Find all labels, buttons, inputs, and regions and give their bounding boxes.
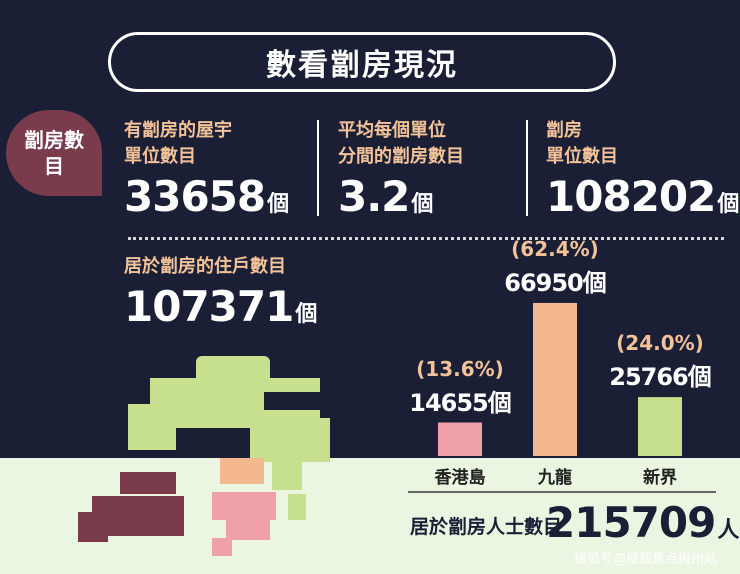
- stat-2-label: 平均每個單位 分間的劏房數目: [338, 118, 464, 170]
- stat-2-label-line1: 平均每個單位: [338, 120, 446, 141]
- stat-1-value: 33658: [124, 172, 266, 221]
- stat-3-label: 劏房 單位數目: [546, 118, 618, 170]
- households-value: 107371: [124, 282, 294, 331]
- bar-percent-label-2: (24.0%): [616, 331, 704, 356]
- map-tseung-kwan-o: [272, 460, 302, 490]
- section-divider: [128, 237, 724, 240]
- stat-3-value: 108202: [546, 172, 716, 221]
- bar-1: [533, 302, 577, 456]
- bar-value-label-1: 66950個: [504, 268, 607, 297]
- stat-1-value-row: 33658個: [124, 174, 289, 228]
- map-chek-lap-kok: [120, 472, 176, 494]
- category-label-1: 九龍: [538, 468, 572, 488]
- stat-1-label-line2: 單位數目: [124, 146, 196, 167]
- bar-2: [638, 397, 682, 456]
- map-nt-east: [264, 392, 324, 410]
- population-value: 215709: [546, 498, 716, 547]
- bar-value-label-0: 14655個: [409, 388, 512, 417]
- map-clear-water-bay: [288, 494, 306, 520]
- stat-2-label-line2: 分間的劏房數目: [338, 146, 464, 167]
- watermark: 搜狐号@搜狐焦点梅州站: [574, 552, 718, 567]
- stat-2-value: 3.2: [338, 172, 410, 221]
- map-lamma: [212, 538, 232, 556]
- bar-value-label-2: 25766個: [609, 363, 712, 392]
- stat-3-label-line2: 單位數目: [546, 146, 618, 167]
- subdivided-units-badge: 劏房數目: [6, 110, 102, 196]
- stat-3-label-line1: 劏房: [546, 120, 582, 141]
- bar-0: [438, 422, 482, 456]
- map-nt-west: [128, 404, 176, 450]
- page-title: 數看劏房現況: [108, 32, 616, 92]
- stat-divider-1: [317, 120, 319, 216]
- households-value-row: 107371個: [124, 284, 317, 338]
- stat-1-unit: 個: [267, 192, 290, 217]
- stat-divider-2: [526, 120, 528, 216]
- stat-2-value-row: 3.2個: [338, 174, 433, 228]
- households-label: 居於劏房的住戶數目: [124, 256, 286, 277]
- population-value-row: 215709人: [546, 498, 739, 547]
- bar-percent-label-0: (13.6%): [416, 356, 504, 381]
- population-label: 居於劏房人士數目: [410, 516, 563, 538]
- chart-baseline: [408, 491, 716, 493]
- map-hk-island: [212, 492, 276, 520]
- map-lantau-west: [78, 512, 108, 542]
- population-unit: 人: [717, 518, 740, 543]
- badge-label: 劏房數目: [24, 128, 84, 178]
- stat-2-unit: 個: [411, 192, 434, 217]
- stat-1-label-line1: 有劏房的屋宇: [124, 120, 232, 141]
- bar-percent-label-1: (62.4%): [511, 236, 599, 261]
- map-hk-island-south: [226, 520, 270, 540]
- stat-3-value-row: 108202個: [546, 174, 739, 228]
- stat-1-label: 有劏房的屋宇 單位數目: [124, 118, 232, 170]
- category-label-2: 新界: [643, 468, 677, 488]
- map-kowloon: [220, 458, 264, 484]
- stat-3-unit: 個: [717, 192, 740, 217]
- category-label-0: 香港島: [434, 468, 486, 488]
- households-unit: 個: [295, 302, 318, 327]
- map-sai-kung: [250, 418, 330, 462]
